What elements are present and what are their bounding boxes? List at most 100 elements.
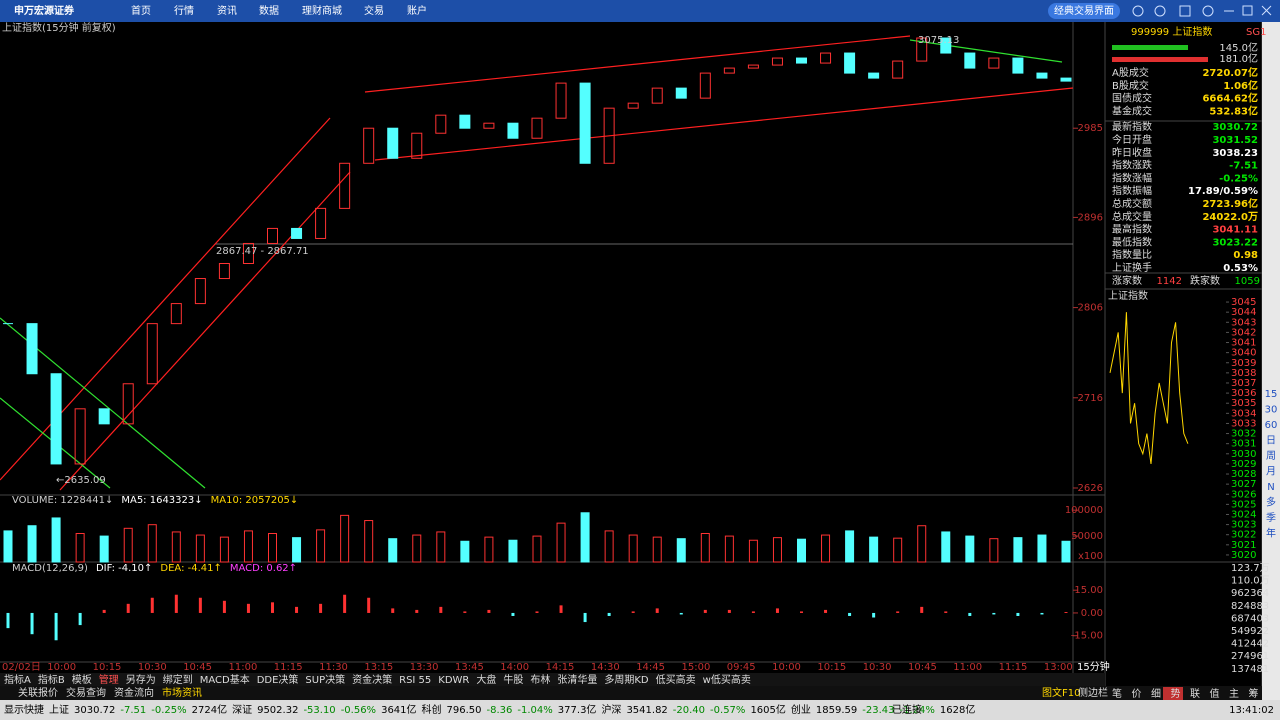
indicator-tab[interactable]: MACD基本 [200, 673, 250, 686]
quote-value: 532.83亿 [1209, 104, 1258, 117]
volume-bar [292, 537, 302, 563]
indicator-tab[interactable]: 低买高卖 [656, 673, 696, 686]
clock: 13:41:02 [1229, 705, 1274, 716]
quote-value: 3023.22 [1212, 237, 1258, 248]
time-label: 10:00 [47, 662, 76, 673]
period-button[interactable]: 年 [1266, 527, 1276, 540]
time-label: 14:15 [546, 662, 575, 673]
time-label: 10:15 [817, 662, 846, 673]
y-tick-label: 3023 [1231, 520, 1256, 531]
volume-bar [821, 534, 831, 563]
indicator-tab[interactable]: 张清华量 [557, 673, 597, 686]
sub-tab[interactable]: 交易查询 [66, 686, 106, 699]
macd-bar [1016, 612, 1020, 616]
menu-item[interactable]: 交易 [364, 4, 384, 17]
menu-item[interactable]: 首页 [131, 4, 151, 17]
sub-tab[interactable]: 侧边栏 [1078, 686, 1108, 699]
y-tick-label: 2985 [1078, 123, 1103, 134]
candle [1060, 77, 1072, 82]
period-button[interactable]: 季 [1266, 512, 1276, 524]
connection-status: 已连接 [892, 703, 922, 716]
status-item: -1.04% [517, 705, 552, 716]
candle [411, 132, 423, 159]
period-button[interactable]: 周 [1266, 450, 1276, 462]
macd-bar [679, 612, 683, 615]
volume-bar [340, 514, 350, 563]
mini-tab[interactable]: 细 [1151, 687, 1161, 700]
y-tick-label: 2806 [1078, 303, 1103, 314]
menu-item[interactable]: 账户 [407, 4, 427, 17]
indicator-tab[interactable]: RSI 55 [399, 675, 431, 686]
indicator-tab[interactable]: 管理 [99, 673, 119, 686]
candle [291, 227, 303, 239]
menu-item[interactable]: 行情 [174, 4, 194, 17]
volume-bar [51, 517, 61, 563]
sub-tab[interactable]: 关联报价 [18, 686, 58, 699]
period-button[interactable]: N [1267, 482, 1274, 493]
quote-value: -0.25% [1219, 173, 1258, 184]
status-item: 显示快捷 [4, 703, 44, 716]
volume-label: 962364 [1231, 588, 1269, 599]
y-tick-label: 3037 [1231, 378, 1256, 389]
mini-tab[interactable]: 笔 [1112, 687, 1122, 700]
period-button[interactable]: 多 [1266, 496, 1276, 509]
annotation: 2867.47 - 2867.71 [216, 246, 309, 257]
candle [699, 72, 711, 99]
indicator-tab[interactable]: 指标A [4, 673, 31, 686]
mini-tab[interactable]: 价 [1132, 688, 1142, 700]
volume-bar [724, 535, 734, 563]
candle [146, 323, 158, 385]
menu-item[interactable]: 理财商城 [302, 4, 342, 17]
candle [267, 227, 278, 244]
indicator-tab[interactable]: SUP决策 [305, 673, 345, 686]
macd-bar [126, 603, 130, 613]
volume-bar [556, 522, 566, 563]
macd-bar [992, 612, 996, 615]
indicator-tab[interactable]: 模板 [72, 673, 92, 686]
indicator-tab[interactable]: 牛股 [503, 673, 523, 686]
indicator-tab[interactable]: 布林 [530, 673, 550, 686]
period-button[interactable]: 月 [1266, 466, 1276, 478]
sub-tab[interactable]: 资金流向 [114, 686, 154, 699]
indicator-tab[interactable]: 资金决策 [352, 673, 392, 686]
period-button[interactable]: 30 [1265, 405, 1278, 416]
y-tick-label: 15.00 [1074, 585, 1103, 596]
indicator-tab[interactable]: 大盘 [476, 673, 496, 686]
mini-tab[interactable]: 主 [1229, 688, 1239, 700]
indicator-tab[interactable]: 另存为 [126, 673, 156, 686]
volume-bar [219, 536, 229, 563]
mini-tab[interactable]: 联 [1190, 688, 1200, 700]
indicator-tab[interactable]: KDWR [438, 675, 469, 686]
status-item: 3641亿 [381, 703, 416, 716]
volume-bar [941, 531, 951, 563]
y-tick-label: 3041 [1231, 338, 1256, 349]
classic-button[interactable] [1048, 3, 1120, 19]
mini-tab[interactable]: 筹 [1249, 687, 1259, 700]
volume-label: 274961 [1231, 651, 1269, 662]
quote-label: 基金成交 [1112, 104, 1152, 117]
indicator-tab[interactable]: 绑定到 [163, 673, 193, 686]
mini-tab[interactable]: 势 [1171, 687, 1181, 700]
mini-tab[interactable]: 值 [1210, 687, 1220, 700]
sub-tab[interactable]: 市场资讯 [162, 686, 202, 699]
classic-button-label[interactable]: 经典交易界面 [1054, 4, 1114, 17]
time-label: 11:15 [274, 662, 303, 673]
period-button[interactable]: 日 [1266, 436, 1276, 447]
indicator-tab[interactable]: DDE决策 [257, 673, 299, 686]
y-tick-label: 2626 [1078, 483, 1103, 494]
y-tick-label: 3027 [1231, 479, 1256, 490]
period-button[interactable]: 60 [1265, 420, 1278, 431]
indicator-tab[interactable]: w低买高卖 [703, 673, 751, 686]
time-label: 14:45 [636, 662, 665, 673]
y-tick-label: 3025 [1231, 499, 1256, 510]
quote-label: 国债成交 [1112, 92, 1152, 105]
menu-item[interactable]: 数据 [259, 4, 279, 17]
macd-bar [271, 602, 274, 613]
period-button[interactable]: 15 [1265, 389, 1278, 400]
y-tick-label: 3043 [1231, 317, 1256, 328]
candle [1036, 72, 1048, 79]
menu-item[interactable]: 资讯 [217, 5, 237, 17]
sub-tab[interactable]: 图文F10 [1042, 686, 1080, 699]
indicator-tab[interactable]: 多周期KD [604, 673, 649, 686]
indicator-tab[interactable]: 指标B [38, 673, 65, 686]
